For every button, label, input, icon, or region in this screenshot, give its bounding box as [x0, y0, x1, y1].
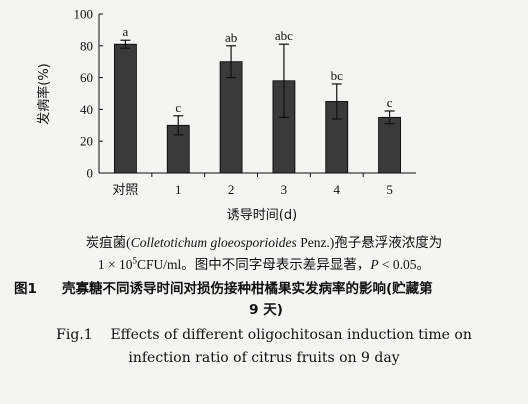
- y-tick-label: 60: [80, 70, 93, 85]
- bar: [114, 43, 137, 174]
- y-tick-label: 0: [87, 166, 94, 181]
- x-tick-label: 对照: [112, 183, 138, 198]
- significance-label: c: [175, 100, 181, 115]
- y-tick-label: 80: [80, 38, 93, 53]
- caption-english-line2: infection ratio of citrus fruits on 9 da…: [128, 350, 400, 366]
- significance-label: a: [123, 24, 129, 39]
- x-tick-label: 5: [386, 182, 393, 197]
- plot-area: 0 20 40 60 80 100 a 对照 c 1 ab 2 abc 3 bc 4 c 5: [74, 7, 416, 198]
- x-tick-label: 2: [228, 182, 235, 197]
- figure-number: 图1: [14, 281, 37, 297]
- significance-label: ab: [225, 30, 237, 45]
- caption-note-line2: 1 × 105CFU/ml。图中不同字母表示差异显著，P < 0.05。: [97, 255, 431, 273]
- bar: [219, 61, 243, 174]
- x-tick-label: 3: [281, 182, 288, 197]
- x-tick-label: 1: [175, 182, 182, 197]
- significance-label: bc: [331, 68, 344, 83]
- bar: [378, 116, 401, 174]
- x-axis-title: 诱导时间(d): [227, 208, 297, 223]
- y-tick-label: 40: [80, 102, 93, 117]
- y-tick-label: 20: [80, 134, 93, 149]
- x-tick-label: 4: [334, 182, 341, 197]
- y-tick-label: 100: [74, 7, 94, 22]
- caption-chinese-title: 图1 壳寡糖不同诱导时间对损伤接种柑橘果实发病率的影响(贮藏第 9 天): [14, 281, 433, 318]
- caption-english-line1: Fig.1 Effects of different oligochitosan…: [56, 327, 472, 343]
- caption-note-line1: 炭疽菌(Colletotichum gloeosporioides Penz.)…: [85, 235, 443, 250]
- significance-label: c: [387, 95, 393, 110]
- bar-chart: 0 20 40 60 80 100 a 对照 c 1 ab 2 abc 3 bc 4 c 5 发病率(%) 诱导时…: [36, 7, 416, 223]
- significance-label: abc: [275, 28, 293, 43]
- y-axis-title: 发病率(%): [36, 63, 52, 125]
